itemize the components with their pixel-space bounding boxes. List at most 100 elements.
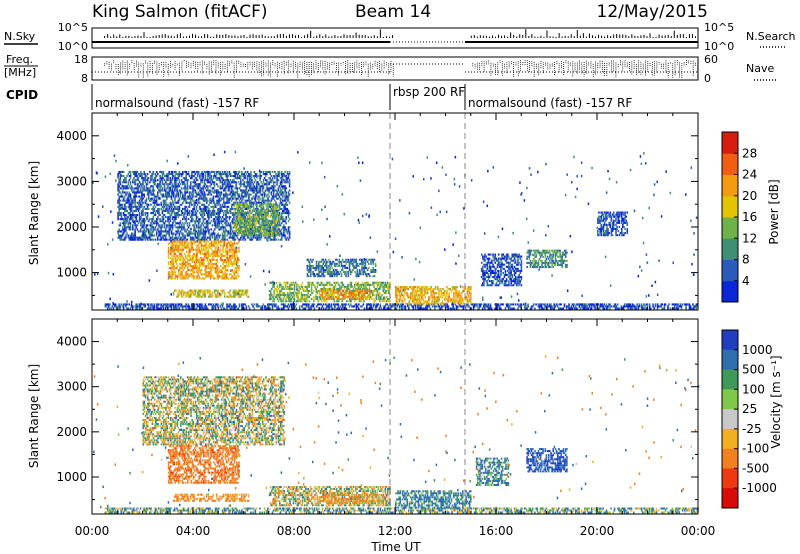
power-cell xyxy=(220,205,223,208)
power-cell xyxy=(200,250,203,253)
power-cell xyxy=(518,305,520,308)
power-cell xyxy=(200,187,202,190)
power-cell xyxy=(638,305,641,308)
power-cell xyxy=(207,252,210,255)
power-cell xyxy=(186,195,189,198)
power-cell xyxy=(216,173,218,176)
power-cell xyxy=(268,189,270,192)
power-cell xyxy=(140,173,142,176)
power-cell xyxy=(278,230,281,233)
power-cell xyxy=(250,183,252,186)
power-cell xyxy=(253,220,256,223)
power-cell xyxy=(421,307,424,310)
power-cell xyxy=(209,214,211,217)
power-cell xyxy=(251,197,253,200)
power-cell xyxy=(176,173,178,176)
power-cell xyxy=(255,173,258,176)
power-cell xyxy=(218,220,220,223)
power-cell xyxy=(167,254,170,257)
power-cell xyxy=(129,181,132,184)
power-cell xyxy=(175,305,177,308)
power-cell xyxy=(229,207,232,210)
power-cell xyxy=(163,222,166,225)
power-cell xyxy=(207,205,209,208)
power-cell xyxy=(309,307,311,310)
power-cell xyxy=(177,175,180,178)
power-cell xyxy=(184,236,186,239)
power-cell xyxy=(285,230,287,233)
power-cell xyxy=(185,179,187,182)
power-cell xyxy=(258,214,260,217)
power-cell xyxy=(208,263,211,266)
power-cell xyxy=(258,209,260,212)
power-cell xyxy=(117,214,119,217)
power-cell xyxy=(351,305,353,308)
power-cell xyxy=(246,179,249,182)
power-cell xyxy=(204,209,207,212)
power-cell xyxy=(197,230,200,233)
power-cell xyxy=(146,173,149,176)
power-cell xyxy=(267,305,269,308)
power-cell xyxy=(270,222,273,225)
power-cell xyxy=(210,263,213,266)
power-cell xyxy=(537,303,540,306)
power-cell xyxy=(662,307,665,310)
power-cell xyxy=(204,232,207,235)
power-cell xyxy=(197,228,200,231)
power-cell xyxy=(565,307,568,310)
power-cell xyxy=(125,201,127,204)
power-cell xyxy=(217,232,219,235)
power-cell xyxy=(151,185,153,188)
power-cell xyxy=(328,303,331,306)
power-cell xyxy=(284,170,286,173)
power-cell xyxy=(206,246,208,249)
power-cell xyxy=(216,170,218,173)
power-cell xyxy=(370,307,373,310)
power-cell xyxy=(269,205,272,208)
power-cell xyxy=(138,307,141,310)
power-cell xyxy=(172,273,174,276)
power-cell xyxy=(278,307,281,310)
power-cell xyxy=(389,307,392,310)
power-cell xyxy=(270,232,273,235)
power-cell xyxy=(276,227,279,230)
power-cell xyxy=(190,236,192,239)
power-cell xyxy=(271,187,274,190)
power-cell xyxy=(176,193,178,196)
power-cell xyxy=(559,303,561,306)
power-cell xyxy=(268,181,270,184)
power-cell xyxy=(138,195,141,198)
power-cell xyxy=(162,207,165,210)
power-cell xyxy=(210,240,213,243)
power-cell xyxy=(145,183,148,186)
power-cell xyxy=(119,224,122,227)
power-cell xyxy=(143,173,145,176)
power-cell xyxy=(193,175,195,178)
power-cell xyxy=(224,173,226,176)
power-cell xyxy=(180,228,183,231)
power-cell xyxy=(241,215,243,218)
power-cell xyxy=(185,244,188,247)
power-cell xyxy=(140,228,142,231)
power-cell xyxy=(192,191,194,194)
power-cell xyxy=(282,185,284,188)
power-cell xyxy=(190,199,192,202)
power-cell xyxy=(224,209,226,212)
power-cell xyxy=(375,305,377,308)
power-cell xyxy=(200,189,202,192)
power-cell xyxy=(143,228,145,231)
power-cell xyxy=(160,203,162,206)
power-cell xyxy=(157,195,159,198)
power-cell xyxy=(240,177,242,180)
power-cell xyxy=(217,303,219,306)
power-cell xyxy=(161,205,164,208)
power-cell xyxy=(330,303,333,306)
power-cell xyxy=(150,179,152,182)
power-cell xyxy=(286,236,289,239)
power-cell xyxy=(478,305,481,308)
power-cell xyxy=(143,305,145,308)
power-cell xyxy=(225,212,227,215)
power-cell xyxy=(221,232,224,235)
power-cell xyxy=(221,209,224,212)
power-cell xyxy=(219,205,222,208)
